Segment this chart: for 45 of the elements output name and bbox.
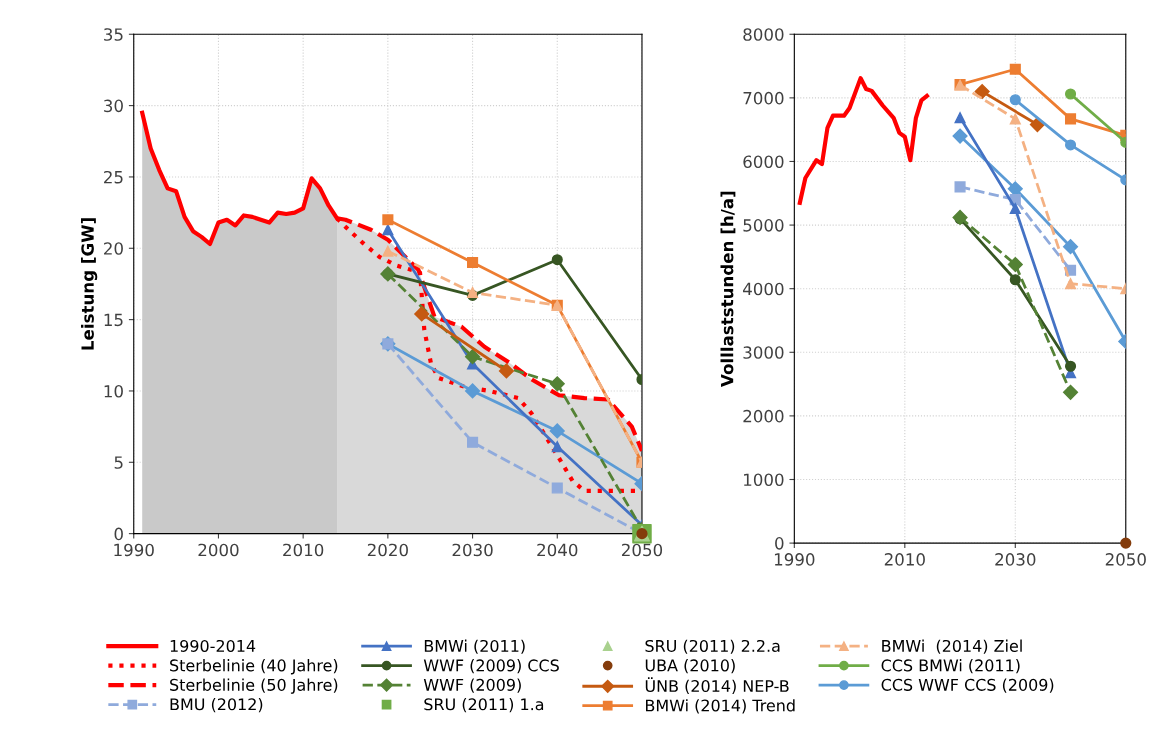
x-tick-label: 2000: [198, 543, 239, 557]
x-tick-label: 2050: [621, 543, 663, 557]
legend-label: WWF (2009) CCS: [423, 659, 559, 674]
x-tick-label: 2010: [283, 543, 324, 557]
legend-label: BMWi (2014) Trend: [646, 699, 795, 714]
y-tick-label: 8000: [743, 28, 784, 41]
legend-label: 1990-2014: [170, 639, 256, 652]
legend-label: CCS BMWi (2011): [881, 659, 1020, 674]
y-tick-label: 1000: [744, 473, 784, 487]
y-tick-label: 15: [104, 313, 123, 327]
legend-label: SRU (2011) 2.2.a: [645, 639, 780, 654]
y-tick-label: 25: [104, 170, 123, 184]
x-tick-label: 1990: [774, 553, 815, 566]
legend-label: BMWi (2011): [424, 639, 525, 654]
y-tick-label: 7000: [743, 91, 784, 105]
legend-label: UBA (2010): [645, 659, 735, 674]
x-tick-label: 2010: [884, 553, 925, 566]
y-tick-label: 6000: [743, 155, 784, 169]
x-tick-label: 2030: [452, 543, 493, 557]
x-tick-label: 2020: [367, 543, 408, 557]
x-tick-label: 2050: [1105, 553, 1146, 566]
legend-label: CCS WWF CCS (2009): [881, 678, 1054, 693]
y-tick-label: 35: [104, 28, 123, 41]
legend-label: BMU (2012): [170, 697, 263, 713]
legend-label: SRU (2011) 1.a: [424, 697, 544, 713]
y-tick-label: 0: [775, 537, 784, 550]
y-tick-label: 4000: [743, 282, 784, 296]
y-axis-title: Volllaststunden [h/a]: [720, 191, 736, 387]
x-tick-label: 2030: [995, 553, 1036, 566]
y-axis-title: Leistung [GW]: [81, 218, 98, 350]
x-tick-label: 2040: [537, 543, 578, 557]
y-tick-label: 5000: [743, 219, 784, 232]
y-tick-label: 3000: [743, 346, 784, 359]
x-tick-label: 1990: [114, 543, 154, 557]
y-tick-label: 30: [104, 99, 123, 113]
y-tick-label: 20: [104, 242, 123, 255]
y-tick-label: 10: [104, 384, 123, 398]
legend-label: ÜNB (2014) NEP-B: [645, 677, 789, 694]
legend-label: Sterbelinie (40 Jahre): [170, 659, 338, 675]
legend-label: BMWi (2014) Ziel: [882, 639, 1022, 654]
legend-label: Sterbelinie (50 Jahre): [170, 678, 338, 694]
legend-label: WWF (2009): [423, 678, 521, 693]
y-tick-label: 2000: [743, 409, 784, 423]
y-tick-label: 5: [114, 456, 123, 469]
y-tick-label: 0: [114, 527, 123, 541]
